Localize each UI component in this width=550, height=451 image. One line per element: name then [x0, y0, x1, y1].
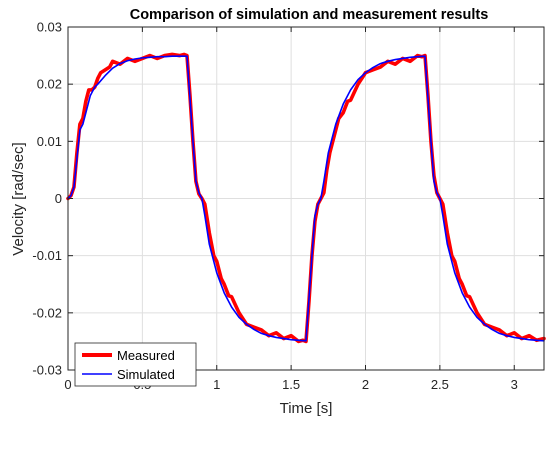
x-tick-label: 3 [511, 377, 518, 392]
x-tick-label: 0 [64, 377, 71, 392]
series-line-simulated [67, 55, 545, 342]
legend: Measured Simulated [74, 342, 197, 387]
y-tick-label: -0.03 [32, 363, 62, 378]
legend-box [74, 342, 197, 387]
legend-label-simulated: Simulated [117, 367, 175, 382]
x-tick-label: 1 [213, 377, 220, 392]
legend-label-measured: Measured [117, 348, 175, 363]
y-tick-label: -0.02 [32, 305, 62, 320]
x-tick-label: 1.5 [282, 377, 300, 392]
y-tick-label: 0.02 [37, 77, 62, 92]
x-tick-label: 2 [362, 377, 369, 392]
y-tick-label: 0.01 [37, 134, 62, 149]
chart-title: Comparison of simulation and measurement… [130, 7, 489, 23]
y-axis-title: Velocity [rad/sec] [10, 142, 27, 255]
y-tick-label: -0.01 [32, 248, 62, 263]
y-tick-label: 0.03 [37, 20, 62, 35]
series-layer [66, 52, 546, 344]
y-tick-label: 0 [55, 191, 62, 206]
x-tick-label: 2.5 [431, 377, 449, 392]
x-axis-title: Time [s] [280, 400, 333, 417]
y-tick-labels: -0.03 -0.02 -0.01 0 0.01 0.02 0.03 [32, 20, 62, 378]
